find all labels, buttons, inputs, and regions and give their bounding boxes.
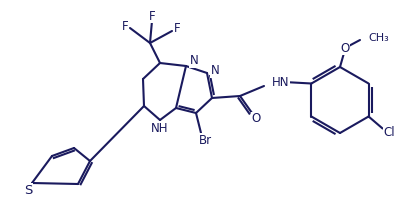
- Text: O: O: [251, 113, 261, 125]
- Text: F: F: [149, 10, 155, 22]
- Text: Cl: Cl: [384, 126, 395, 139]
- Text: O: O: [340, 41, 349, 54]
- Text: HN: HN: [272, 76, 290, 89]
- Text: S: S: [24, 184, 32, 197]
- Text: Br: Br: [198, 133, 212, 146]
- Text: N: N: [190, 54, 199, 67]
- Text: N: N: [211, 65, 220, 78]
- Text: CH₃: CH₃: [368, 33, 389, 43]
- Text: F: F: [122, 19, 128, 32]
- Text: F: F: [174, 22, 180, 35]
- Text: NH: NH: [151, 122, 169, 135]
